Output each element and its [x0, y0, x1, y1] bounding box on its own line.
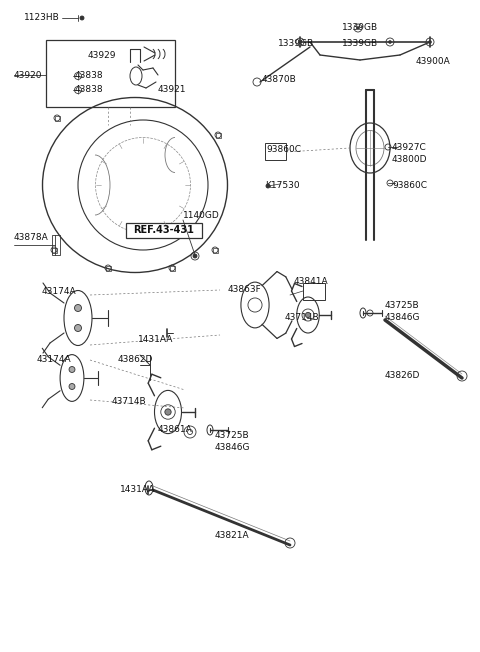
Text: 43870B: 43870B: [262, 76, 297, 85]
Circle shape: [429, 40, 432, 44]
Circle shape: [193, 254, 197, 258]
Text: 43838: 43838: [75, 70, 104, 80]
Text: 43841A: 43841A: [294, 278, 329, 286]
Circle shape: [69, 366, 75, 372]
Text: 93860C: 93860C: [266, 145, 301, 155]
Text: 43900A: 43900A: [416, 57, 451, 67]
Text: 43846G: 43846G: [385, 312, 420, 321]
Circle shape: [299, 40, 301, 44]
Circle shape: [388, 40, 392, 44]
Text: 43821A: 43821A: [215, 531, 250, 539]
Circle shape: [266, 184, 270, 188]
Bar: [51, 248, 57, 252]
Circle shape: [357, 27, 360, 29]
Text: 43174A: 43174A: [37, 355, 72, 364]
Text: 43714B: 43714B: [285, 314, 320, 323]
Bar: [52, 235, 60, 255]
Bar: [303, 283, 325, 300]
Text: 1339GB: 1339GB: [278, 38, 314, 48]
Bar: [55, 115, 60, 121]
Text: 43921: 43921: [158, 85, 187, 95]
Text: 43725B: 43725B: [215, 430, 250, 439]
Circle shape: [305, 312, 311, 318]
Text: 1431AA: 1431AA: [138, 336, 173, 344]
Text: 1140GD: 1140GD: [183, 211, 220, 220]
Text: 43862D: 43862D: [118, 355, 154, 364]
Bar: [169, 265, 175, 271]
Text: 43929: 43929: [88, 50, 117, 59]
Text: REF.43-431: REF.43-431: [133, 225, 194, 235]
Text: K17530: K17530: [265, 181, 300, 190]
Text: 43861A: 43861A: [158, 426, 193, 434]
Text: 1339GB: 1339GB: [342, 23, 378, 33]
Bar: [126, 223, 202, 238]
Text: 1431AA: 1431AA: [120, 486, 156, 494]
Bar: [213, 248, 217, 252]
Circle shape: [74, 325, 82, 331]
Text: 43878A: 43878A: [14, 233, 49, 243]
Text: 43714B: 43714B: [112, 398, 146, 406]
Text: 43846G: 43846G: [215, 443, 251, 451]
Text: 93860C: 93860C: [392, 181, 427, 190]
Text: 43863F: 43863F: [228, 286, 262, 295]
Text: 43920: 43920: [14, 70, 43, 80]
Circle shape: [69, 383, 75, 389]
Bar: [46, 40, 175, 107]
Text: 43725B: 43725B: [385, 301, 420, 310]
Bar: [265, 143, 286, 160]
Bar: [106, 265, 110, 271]
Text: 43927C: 43927C: [392, 143, 427, 151]
Circle shape: [80, 16, 84, 20]
Text: 43800D: 43800D: [392, 155, 428, 164]
Text: 43826D: 43826D: [385, 370, 420, 379]
Text: 1339GB: 1339GB: [342, 38, 378, 48]
Circle shape: [165, 409, 171, 415]
Text: 1123HB: 1123HB: [24, 14, 60, 23]
Text: 43838: 43838: [75, 85, 104, 93]
Bar: [216, 132, 220, 138]
Circle shape: [74, 304, 82, 312]
Text: 43174A: 43174A: [42, 288, 77, 297]
